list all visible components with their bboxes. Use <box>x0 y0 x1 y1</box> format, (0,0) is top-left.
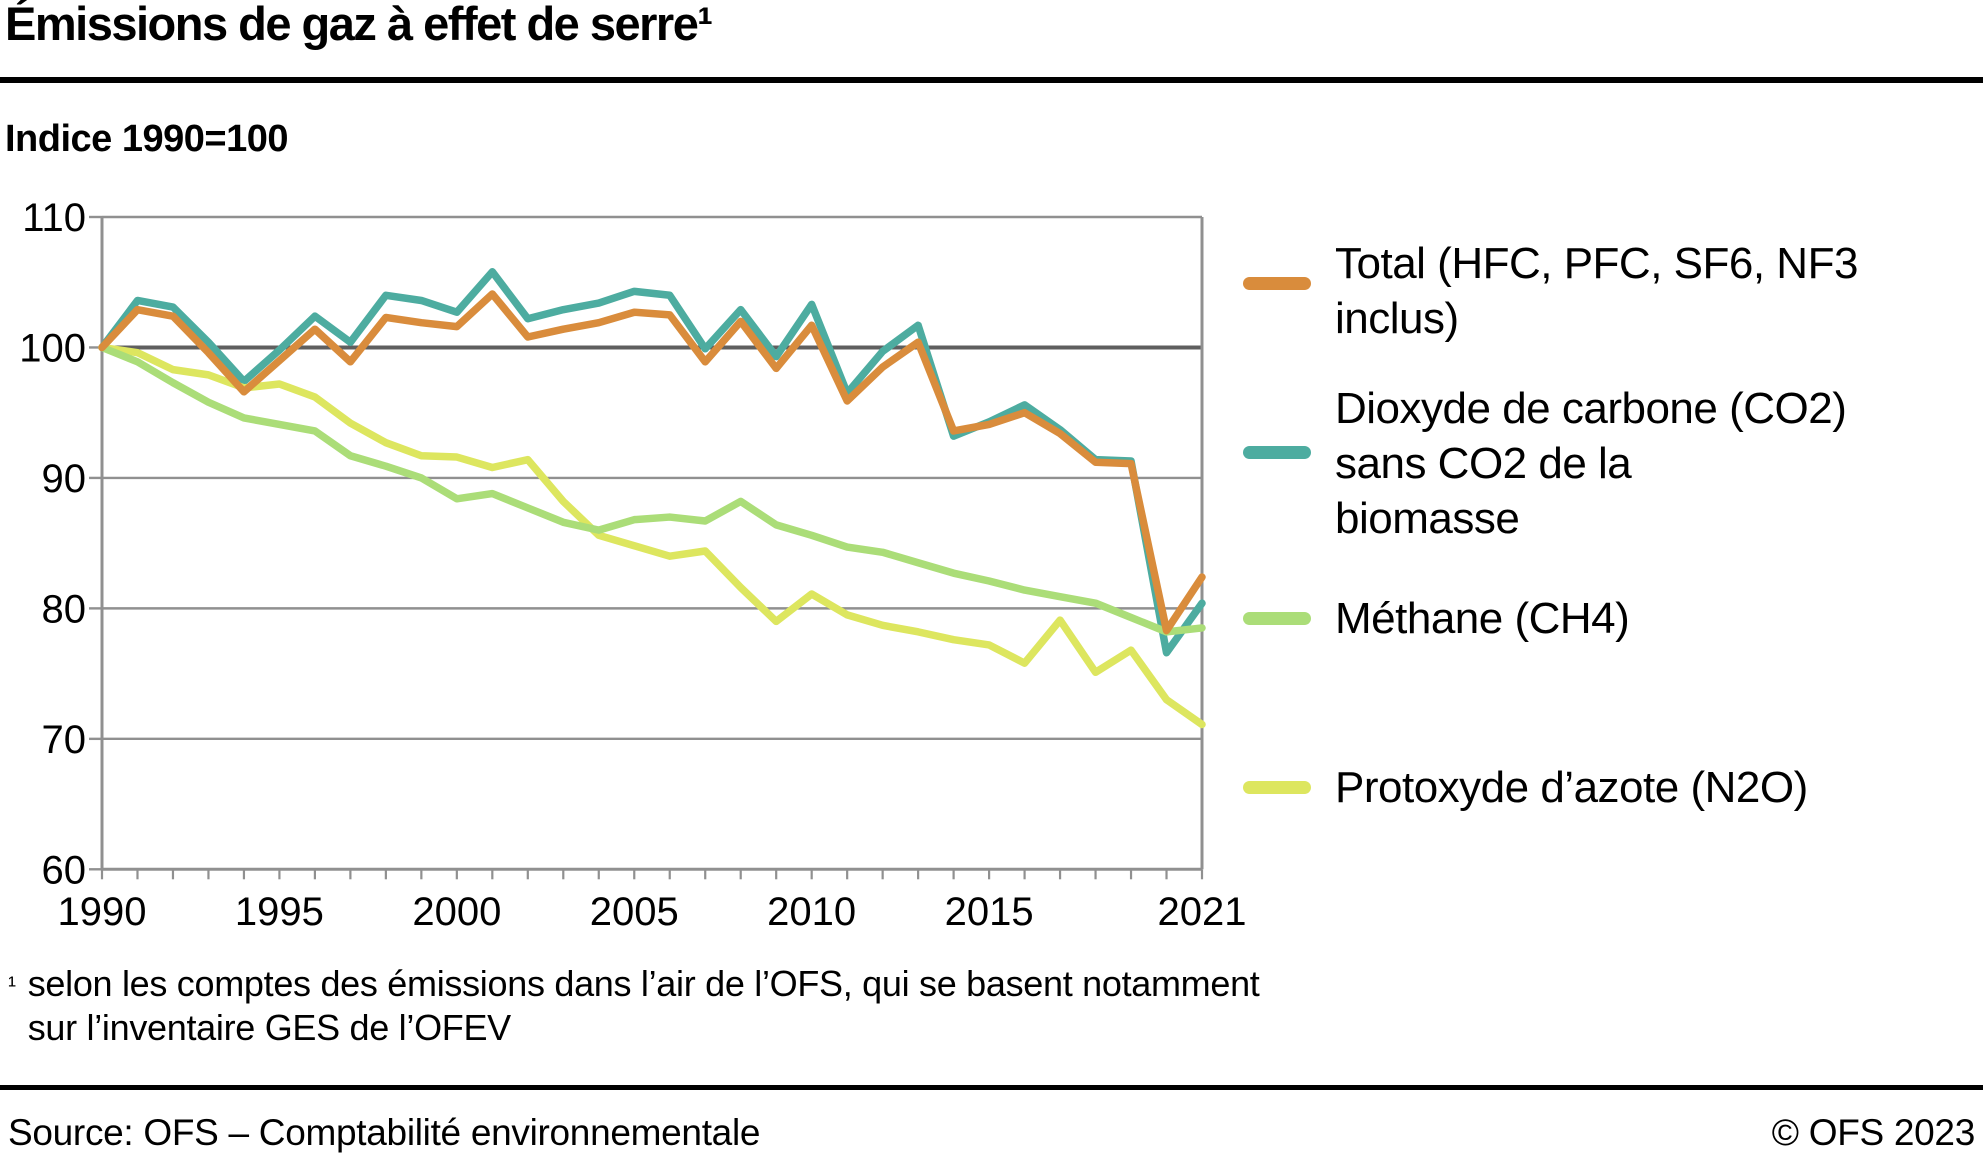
legend-label-n2o: Protoxyde d’azote (N2O) <box>1335 763 1808 812</box>
legend-label-ch4: Méthane (CH4) <box>1335 594 1630 643</box>
source-label: Source: OFS – Comptabilité environnement… <box>8 1112 761 1153</box>
footnote: ¹ selon les comptes des émissions dans l… <box>8 962 1260 1050</box>
axis-unit-label: Indice 1990=100 <box>5 118 289 160</box>
title-divider <box>0 77 1983 83</box>
page-title: Émissions de gaz à effet de serre¹ <box>5 0 713 50</box>
legend-swatch-n2o <box>1243 781 1311 794</box>
legend-swatch-co2 <box>1243 446 1311 459</box>
footnote-text: selon les comptes des émissions dans l’a… <box>27 963 1260 1048</box>
series-line-n2o <box>98 343 1206 729</box>
series-line-ch4 <box>98 343 1206 636</box>
y-tick-label-90: 90 <box>42 457 87 501</box>
y-tick-label-110: 110 <box>22 196 86 240</box>
legend-label-co2: Dioxyde de carbone (CO2) sans CO2 de la … <box>1335 384 1847 543</box>
y-tick-label-100: 100 <box>19 326 86 370</box>
y-tick-label-80: 80 <box>42 587 87 631</box>
x-tick-label-2015: 2015 <box>945 890 1034 934</box>
x-tick-label-2000: 2000 <box>412 890 501 934</box>
x-tick-label-2021: 2021 <box>1158 890 1247 934</box>
x-tick-label-2010: 2010 <box>767 890 856 934</box>
bottom-divider <box>0 1085 1983 1090</box>
x-tick-label-1990: 1990 <box>58 890 147 934</box>
y-tick-label-70: 70 <box>42 718 87 762</box>
x-tick-label-1995: 1995 <box>235 890 324 934</box>
series-line-co2 <box>98 268 1206 657</box>
copyright-label: © OFS 2023 <box>1771 1112 1976 1153</box>
footnote-marker: ¹ <box>8 972 16 999</box>
y-tick-label-60: 60 <box>42 848 87 892</box>
legend-swatch-ch4 <box>1243 612 1311 625</box>
legend-label-total: Total (HFC, PFC, SF6, NF3 inclus) <box>1335 239 1858 343</box>
series-line-total <box>98 290 1206 635</box>
legend-swatch-total <box>1243 277 1311 290</box>
x-tick-label-2005: 2005 <box>590 890 679 934</box>
